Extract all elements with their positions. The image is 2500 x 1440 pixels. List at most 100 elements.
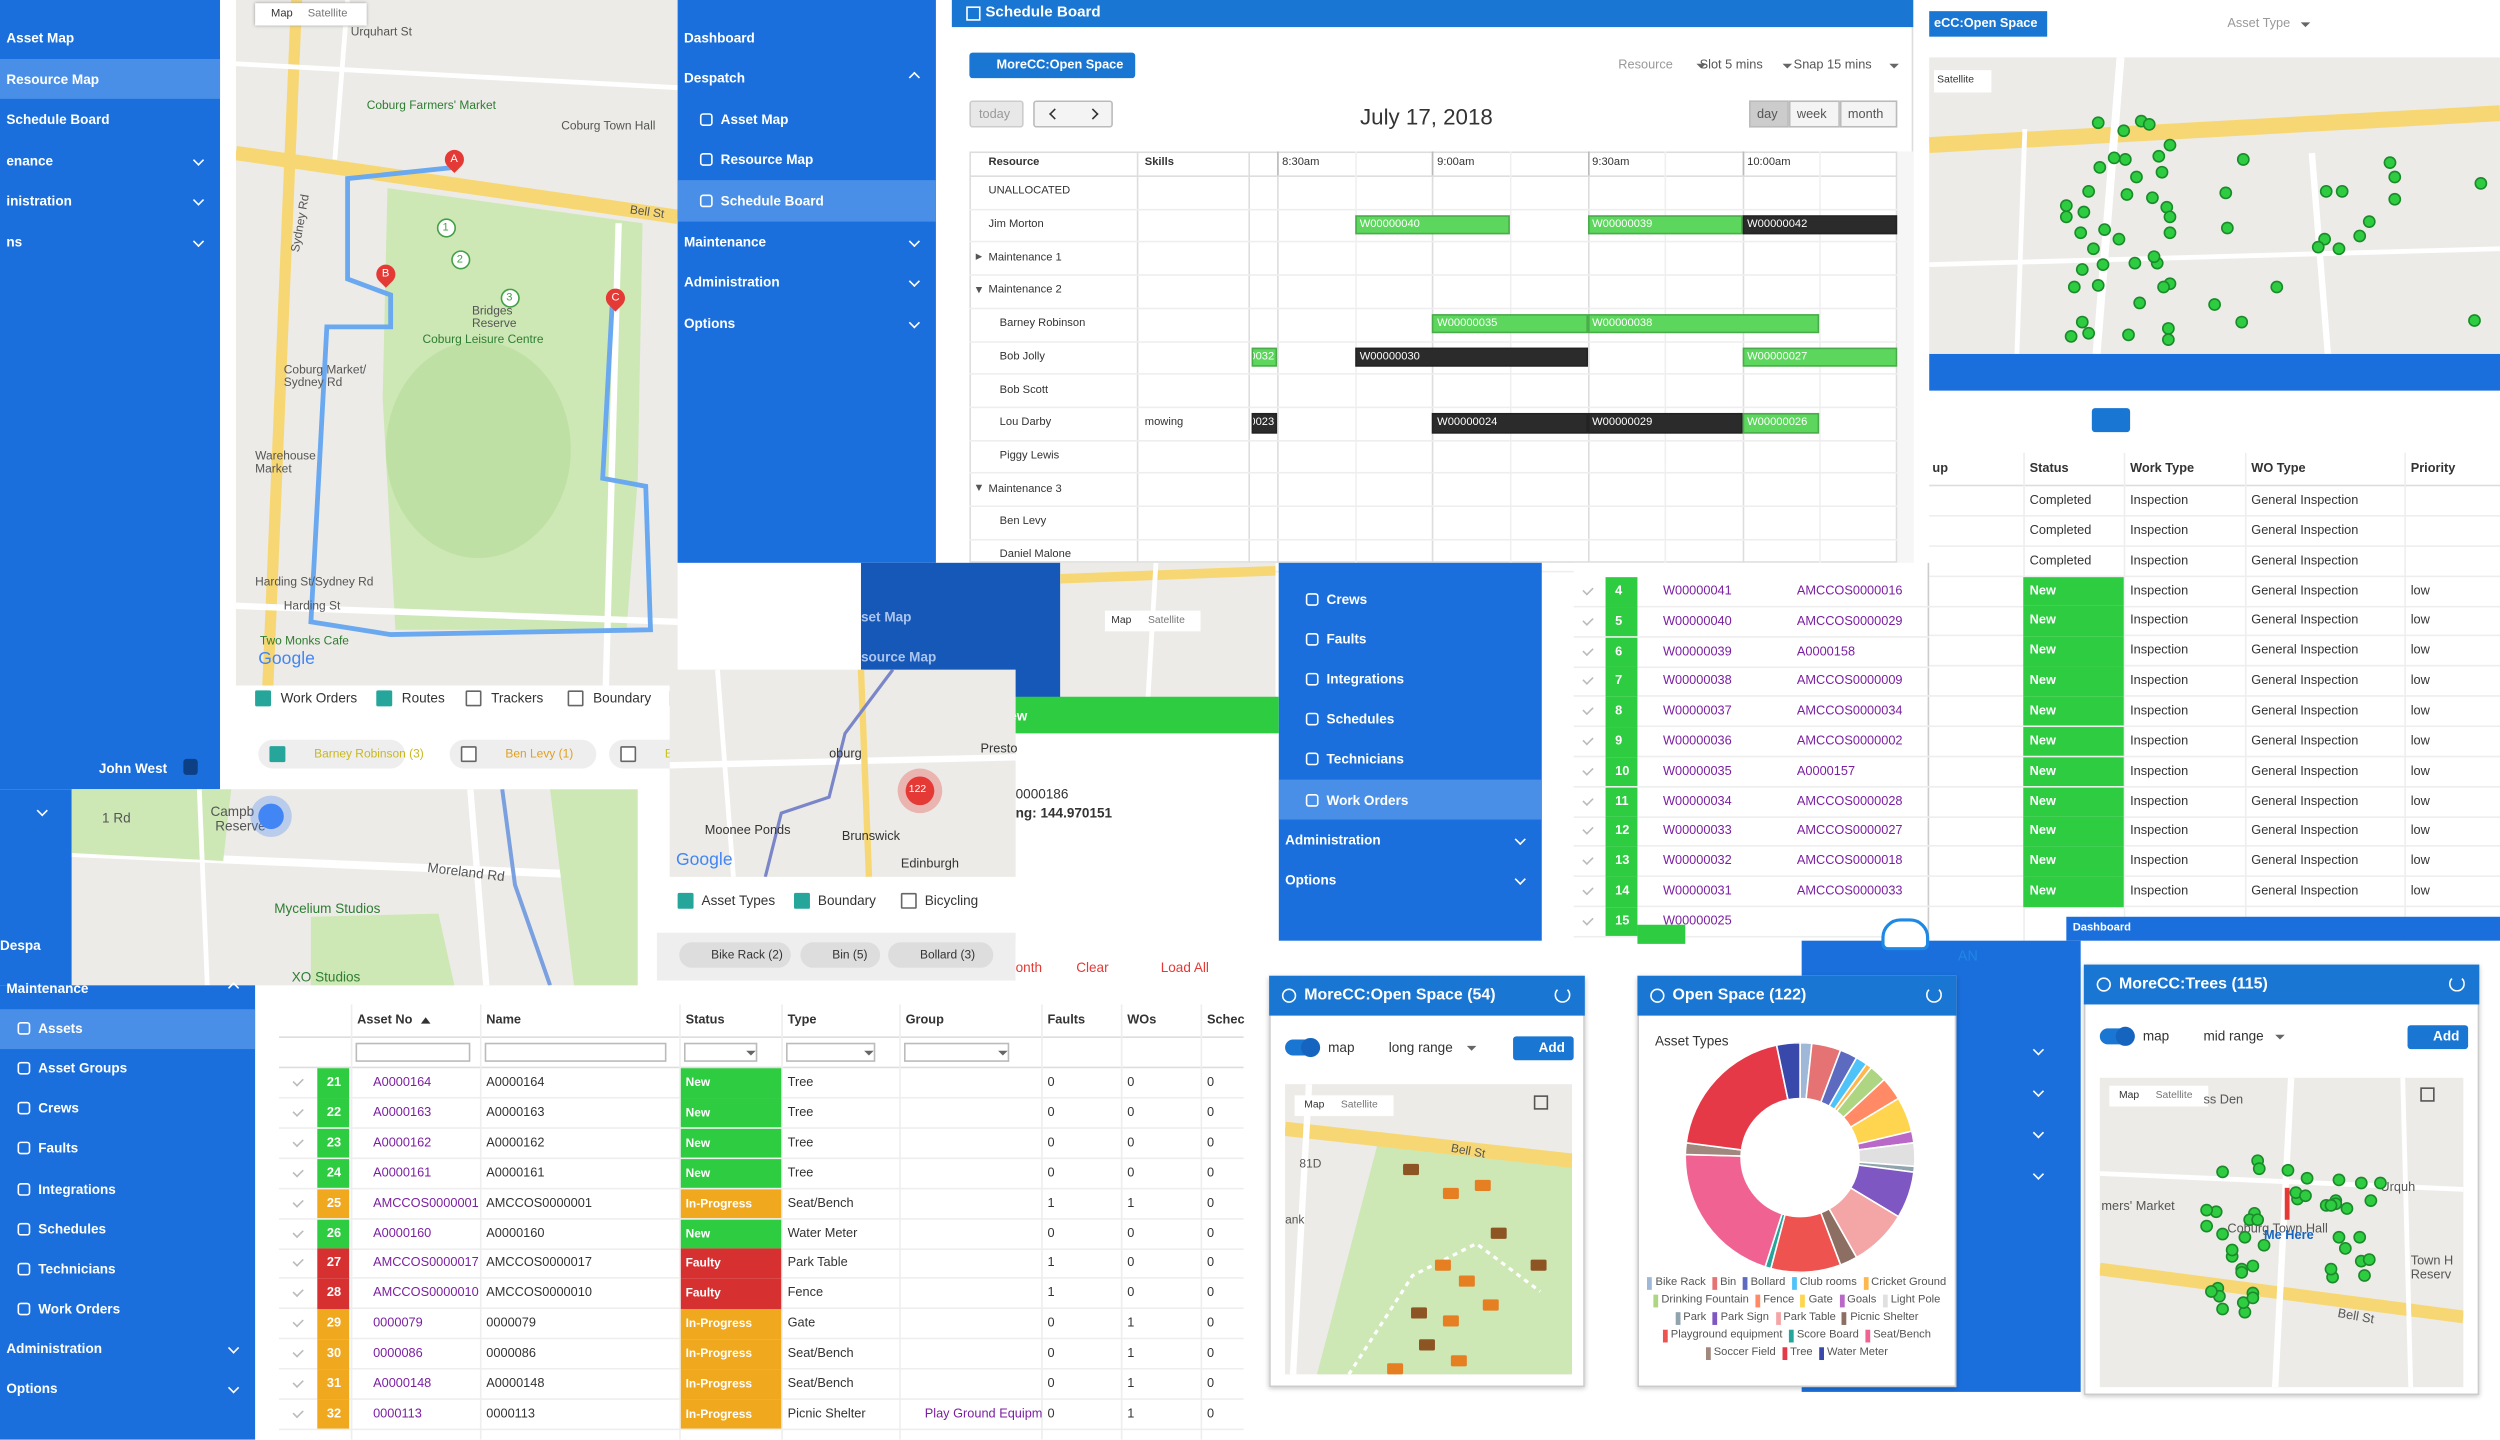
menu-item[interactable]: Dashboard [683,29,755,46]
legend-item[interactable]: Tree [1782,1346,1813,1360]
tree-marker[interactable] [2219,186,2233,200]
work-order-bar[interactable]: W00000029 [1587,412,1743,434]
legend-item[interactable]: Park Table [1775,1311,1836,1325]
checkbox[interactable] [460,746,477,763]
menu-item[interactable]: Faults [1326,630,1367,647]
tree-marker[interactable] [2332,241,2346,255]
asset-icon[interactable] [1474,1179,1491,1192]
column-header[interactable]: Name [486,1012,522,1027]
tree-marker[interactable] [2216,1227,2229,1241]
tree-marker[interactable] [2246,1259,2260,1273]
asset-link[interactable]: A0000161 [373,1164,432,1180]
tree-marker[interactable] [2246,1291,2259,1304]
legend-item[interactable]: Goals [1839,1293,1876,1307]
tree-marker[interactable] [2118,153,2132,167]
menu-item[interactable]: Resource Map [720,151,814,168]
tree-marker[interactable] [2237,152,2251,166]
asset-icon[interactable] [1387,1363,1404,1375]
asset-icon[interactable] [1442,1315,1459,1327]
legend-item[interactable]: Park Sign [1712,1311,1769,1325]
refresh-icon[interactable] [2448,975,2465,992]
checkbox[interactable] [376,690,393,707]
column-header[interactable]: Asset No [357,1012,413,1027]
column-header[interactable]: Group [905,1012,944,1027]
tree-marker[interactable] [2353,1230,2366,1244]
expanded-icon[interactable] [975,484,983,492]
work-order-bar[interactable]: W00000023 [1251,412,1278,434]
tree-marker[interactable] [2204,1284,2218,1298]
legend-item[interactable]: Fence [1755,1293,1794,1307]
column-filter[interactable] [904,1042,1010,1062]
work-order-bar[interactable]: W00000039 [1587,214,1743,235]
tree-marker[interactable] [2201,1219,2214,1233]
tree-marker[interactable] [2332,1174,2346,1187]
tree-marker[interactable] [2113,232,2126,246]
work-order-bar[interactable]: W00000038 [1587,313,1820,334]
column-filter[interactable] [484,1042,667,1062]
tree-marker[interactable] [2281,1163,2295,1177]
action[interactable]: Load All [1160,959,1209,976]
menu-item[interactable]: inistration [6,192,72,209]
tree-marker[interactable] [2122,329,2136,342]
action[interactable]: Clear [1076,959,1109,976]
legend-item[interactable]: Picnic Shelter [1842,1311,1918,1325]
map-type[interactable]: Satellite [1340,1099,1378,1111]
menu-item[interactable]: Administration [6,1340,103,1357]
menu-item[interactable]: Asset Groups [38,1060,128,1077]
tree-marker[interactable] [2068,280,2082,293]
work-order-bar[interactable]: W00000042 [1742,214,1898,235]
asset-link[interactable]: AMCCOS0000033 [1796,883,1903,898]
map-type[interactable]: Satellite [1937,74,1975,86]
tree-marker[interactable] [2340,1201,2354,1215]
tree-marker[interactable] [2257,1238,2271,1252]
tree-marker[interactable] [2208,297,2221,311]
asset-icon[interactable] [1482,1299,1499,1311]
asset-link[interactable]: AMCCOS0000001 [373,1195,479,1210]
asset-chip[interactable] [800,942,881,968]
tree-marker[interactable] [2153,149,2166,162]
asset-link[interactable]: A0000158 [1796,643,1856,658]
legend-item[interactable]: Bin [1712,1276,1736,1290]
tree-marker[interactable] [2077,205,2091,219]
checkbox[interactable] [900,892,917,909]
legend-item[interactable]: Seat/Bench [1865,1328,1931,1342]
tree-marker[interactable] [2216,1303,2230,1317]
map-type[interactable]: Satellite [307,8,348,20]
fullscreen-icon[interactable] [2420,1087,2435,1102]
asset-link[interactable]: 0000079 [373,1315,423,1331]
tree-marker[interactable] [2251,1213,2265,1227]
menu-item[interactable]: Resource Map [6,70,100,87]
tree-marker[interactable] [2387,171,2401,184]
tree-marker[interactable] [2076,315,2089,329]
menu-item[interactable]: Work Orders [1326,791,1409,808]
tree-marker[interactable] [2373,1177,2387,1191]
checkbox[interactable] [794,892,810,909]
tree-marker[interactable] [2098,223,2112,236]
asset-link[interactable]: A0000157 [1796,763,1856,778]
tree-marker[interactable] [2082,327,2095,340]
asset-link[interactable]: AMCCOS0000029 [1796,613,1903,628]
work-order-link[interactable]: W00000037 [1662,703,1732,718]
tree-marker[interactable] [2355,1177,2368,1190]
tree-marker[interactable] [2331,1230,2345,1243]
legend-item[interactable]: Soccer Field [1705,1346,1776,1360]
tree-marker[interactable] [2130,170,2143,183]
asset-link[interactable]: AMCCOS0000010 [373,1285,479,1300]
map-type[interactable]: Map [271,8,293,20]
tree-marker[interactable] [2324,1198,2337,1212]
tree-marker[interactable] [2146,191,2159,205]
tree-marker[interactable] [2220,221,2234,235]
asset-icon[interactable] [1530,1259,1547,1271]
legend-item[interactable]: Playground equipment [1662,1328,1782,1342]
asset-chip[interactable] [888,942,994,968]
fullscreen-icon[interactable] [1533,1095,1549,1110]
asset-group[interactable]: Play Ground Equipm [924,1406,1043,1421]
asset-chip[interactable] [679,942,791,968]
asset-icon[interactable] [1419,1339,1435,1351]
checkbox[interactable] [465,690,482,707]
menu-item[interactable]: Schedule Board [720,192,824,209]
filter-select[interactable]: Asset Type [2227,15,2291,31]
tree-marker[interactable] [2300,1171,2314,1185]
work-order-link[interactable]: W00000033 [1662,823,1732,838]
tree-marker[interactable] [2473,176,2487,190]
